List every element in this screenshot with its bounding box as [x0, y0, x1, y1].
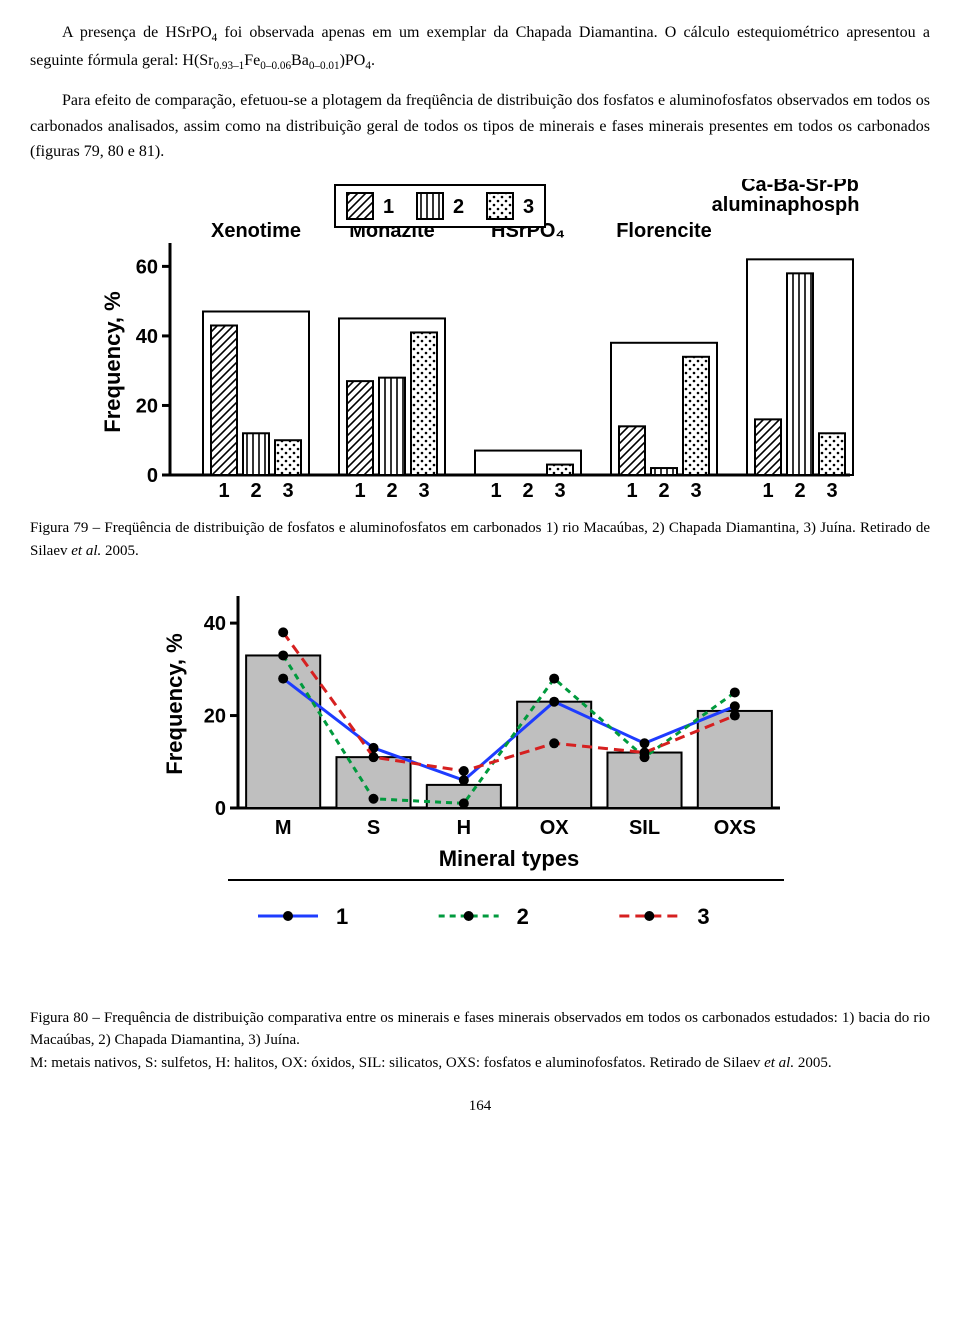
svg-text:2: 2: [517, 904, 529, 929]
p1-mid2: Fe: [244, 52, 260, 69]
svg-text:Xenotime: Xenotime: [211, 220, 301, 242]
svg-text:3: 3: [523, 196, 534, 218]
svg-text:Frequency, %: Frequency, %: [100, 291, 125, 432]
svg-text:aluminaphosphate: aluminaphosphate: [712, 194, 860, 216]
svg-text:1: 1: [354, 480, 365, 502]
svg-text:2: 2: [453, 196, 464, 218]
fig79-cap-post: 2005.: [101, 543, 139, 559]
figure-80-chart: 0 20 40 Frequency, % M S H OX SIL OXS Mineral type…: [160, 586, 800, 976]
p1-sub2: 0.93–1: [214, 60, 245, 72]
svg-text:1: 1: [336, 904, 348, 929]
svg-text:H: H: [457, 817, 471, 839]
svg-text:2: 2: [658, 480, 669, 502]
svg-text:Mineral types: Mineral types: [439, 846, 580, 871]
p1-sub3: 0–0.06: [260, 60, 291, 72]
p1-mid4: )PO: [340, 52, 366, 69]
svg-text:3: 3: [826, 480, 837, 502]
svg-text:20: 20: [136, 395, 158, 417]
fig80-cap-italic: et al.: [764, 1055, 794, 1071]
svg-text:40: 40: [136, 326, 158, 348]
svg-text:3: 3: [554, 480, 565, 502]
p1-pre: A presença de HSrPO: [62, 24, 212, 41]
figure-80-caption: Figura 80 – Frequência de distribuição c…: [30, 984, 930, 1074]
svg-text:OX: OX: [540, 817, 570, 839]
svg-text:3: 3: [697, 904, 709, 929]
paragraph-1: A presença de HSrPO4 foi observada apena…: [30, 20, 930, 76]
svg-text:1: 1: [762, 480, 773, 502]
svg-text:1: 1: [383, 196, 394, 218]
svg-text:OXS: OXS: [714, 817, 756, 839]
svg-text:20: 20: [204, 706, 226, 728]
svg-text:0: 0: [215, 798, 226, 820]
fig80-cap-post: 2005.: [794, 1055, 832, 1071]
page-number: 164: [30, 1098, 930, 1115]
svg-text:60: 60: [136, 256, 158, 278]
svg-text:3: 3: [418, 480, 429, 502]
svg-text:2: 2: [386, 480, 397, 502]
svg-text:2: 2: [794, 480, 805, 502]
fig79-cap-pre: Figura 79 – Freqüência de distribuição d…: [30, 520, 930, 559]
svg-text:1: 1: [626, 480, 637, 502]
p1-sub4: 0–0.01: [309, 60, 340, 72]
figure-79-chart: 0204060Frequency, %Xenotime123Monazite12…: [100, 179, 860, 509]
p1-mid3: Ba: [291, 52, 309, 69]
svg-text:M: M: [275, 817, 292, 839]
svg-text:Frequency, %: Frequency, %: [162, 633, 187, 774]
svg-text:S: S: [367, 817, 380, 839]
p1-post: .: [371, 52, 375, 69]
svg-text:3: 3: [690, 480, 701, 502]
svg-text:3: 3: [282, 480, 293, 502]
svg-text:1: 1: [218, 480, 229, 502]
svg-text:2: 2: [250, 480, 261, 502]
svg-text:40: 40: [204, 613, 226, 635]
paragraph-2: Para efeito de comparação, efetuou-se a …: [30, 88, 930, 165]
svg-text:Florencite: Florencite: [616, 220, 712, 242]
svg-text:1: 1: [490, 480, 501, 502]
fig79-cap-italic: et al.: [71, 543, 101, 559]
svg-text:2: 2: [522, 480, 533, 502]
figure-79-caption: Figura 79 – Freqüência de distribuição d…: [30, 517, 930, 562]
svg-text:SIL: SIL: [629, 817, 660, 839]
svg-text:0: 0: [147, 465, 158, 487]
